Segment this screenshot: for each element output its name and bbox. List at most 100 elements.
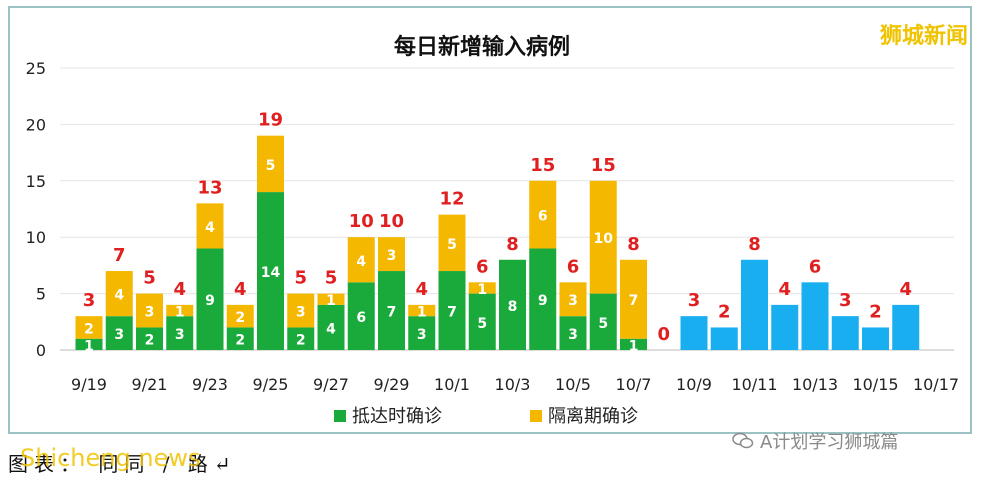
bar-future bbox=[831, 316, 859, 350]
bar-quarantine bbox=[438, 214, 466, 272]
bar-quarantine-label: 3 bbox=[387, 248, 397, 264]
legend-label-quarantine: 隔离期确诊 bbox=[548, 406, 638, 427]
y-axis: 0 5 10 15 20 25 bbox=[26, 59, 46, 360]
x-tick-label: 9/27 bbox=[313, 375, 349, 394]
total-label: 10 bbox=[349, 211, 374, 232]
bar-future bbox=[801, 282, 829, 350]
bar-arrival bbox=[136, 327, 163, 350]
bar-quarantine-label: 1 bbox=[175, 305, 185, 321]
bar-quarantine bbox=[317, 293, 345, 305]
total-label: 5 bbox=[294, 268, 307, 289]
bar-quarantine-label: 4 bbox=[356, 254, 366, 270]
bar-arrival-label: 5 bbox=[598, 316, 608, 332]
wechat-label: A计划学习狮城篇 bbox=[760, 432, 899, 453]
y-tick-label: 5 bbox=[36, 285, 46, 304]
bar-quarantine bbox=[468, 282, 496, 294]
total-label: 4 bbox=[415, 279, 428, 300]
x-tick-label: 10/7 bbox=[616, 375, 652, 394]
y-tick-label: 0 bbox=[36, 341, 46, 360]
bar-arrival-label: 9 bbox=[205, 293, 215, 309]
wechat-icon bbox=[732, 432, 754, 450]
bar-arrival bbox=[196, 248, 224, 350]
bar-arrival-label: 2 bbox=[235, 333, 245, 349]
x-tick-label: 10/9 bbox=[676, 375, 712, 394]
bar-quarantine bbox=[226, 304, 254, 328]
shicheng-news-watermark: Shicheng news bbox=[20, 444, 201, 472]
bar-future bbox=[741, 259, 768, 350]
total-label: 13 bbox=[197, 177, 222, 198]
bar-arrival bbox=[226, 327, 254, 350]
chart-title: 每日新增输入病例 bbox=[394, 34, 570, 60]
total-label: 19 bbox=[258, 110, 283, 131]
total-label: 3 bbox=[688, 290, 701, 311]
bar-arrival bbox=[499, 259, 526, 350]
bar-arrival-label: 3 bbox=[417, 327, 427, 343]
bar-future bbox=[892, 304, 920, 350]
y-tick-label: 10 bbox=[26, 228, 46, 247]
bar-arrival bbox=[408, 316, 436, 350]
x-tick-label: 9/19 bbox=[71, 375, 107, 394]
bar-arrival bbox=[75, 338, 103, 350]
bar-quarantine-label: 2 bbox=[235, 310, 245, 326]
total-label: 10 bbox=[379, 211, 404, 232]
bar-quarantine-label: 1 bbox=[417, 305, 427, 321]
bar-arrival bbox=[347, 282, 375, 350]
bar-quarantine bbox=[287, 293, 315, 328]
total-label: 7 bbox=[113, 245, 126, 266]
bar-arrival-label: 6 bbox=[356, 310, 366, 326]
bar-quarantine-label: 3 bbox=[145, 305, 155, 321]
bar-arrival-label: 1 bbox=[629, 338, 639, 354]
bar-arrival-label: 5 bbox=[477, 316, 487, 332]
y-tick-label: 15 bbox=[26, 172, 46, 191]
bar-arrival bbox=[529, 248, 557, 350]
x-tick-label: 10/3 bbox=[495, 375, 531, 394]
x-tick-label: 9/21 bbox=[132, 375, 168, 394]
total-label: 4 bbox=[173, 279, 186, 300]
total-label: 2 bbox=[718, 301, 731, 322]
total-label: 0 bbox=[657, 324, 670, 345]
bar-quarantine-label: 3 bbox=[568, 293, 578, 309]
bar-quarantine-label: 1 bbox=[477, 282, 487, 298]
bar-arrival-label: 8 bbox=[508, 299, 518, 315]
total-label: 3 bbox=[83, 290, 96, 311]
bar-arrival bbox=[317, 304, 345, 350]
bar-arrival-label: 4 bbox=[326, 321, 336, 337]
bar-quarantine-label: 5 bbox=[447, 237, 457, 253]
bar-arrival bbox=[287, 327, 315, 350]
bar-quarantine bbox=[378, 237, 405, 272]
bar-arrival bbox=[438, 271, 466, 350]
bar-future bbox=[771, 304, 799, 350]
bar-quarantine bbox=[589, 180, 617, 294]
bar-quarantine-label: 6 bbox=[538, 209, 548, 225]
total-label: 2 bbox=[869, 301, 882, 322]
bar-quarantine bbox=[75, 316, 103, 339]
x-tick-label: 10/17 bbox=[913, 375, 959, 394]
y-tick-label: 20 bbox=[26, 115, 46, 134]
total-label: 3 bbox=[839, 290, 852, 311]
wechat-account: A计划学习狮城篇 bbox=[732, 428, 898, 454]
legend-swatch-arrival bbox=[334, 410, 346, 422]
bar-arrival bbox=[378, 271, 405, 350]
bar-arrival-label: 3 bbox=[114, 327, 124, 343]
bar-arrival-label: 2 bbox=[145, 333, 155, 349]
bar-quarantine bbox=[347, 237, 375, 283]
total-label: 8 bbox=[506, 234, 519, 255]
bar-quarantine-label: 5 bbox=[266, 158, 276, 174]
bar-quarantine bbox=[196, 203, 224, 249]
x-tick-label: 10/1 bbox=[434, 375, 470, 394]
total-label: 15 bbox=[530, 155, 555, 176]
total-label: 5 bbox=[143, 268, 156, 289]
total-label: 8 bbox=[627, 234, 640, 255]
bar-quarantine bbox=[620, 259, 647, 339]
bar-arrival bbox=[166, 316, 194, 350]
total-label: 12 bbox=[439, 189, 464, 210]
bar-quarantine-label: 7 bbox=[629, 293, 639, 309]
x-tick-label: 10/13 bbox=[792, 375, 838, 394]
bar-future bbox=[680, 316, 708, 350]
total-label: 15 bbox=[591, 155, 616, 176]
bar-quarantine-label: 4 bbox=[114, 288, 124, 304]
bar-quarantine bbox=[408, 304, 436, 317]
total-label: 4 bbox=[234, 279, 247, 300]
bar-arrival-label: 2 bbox=[296, 333, 306, 349]
